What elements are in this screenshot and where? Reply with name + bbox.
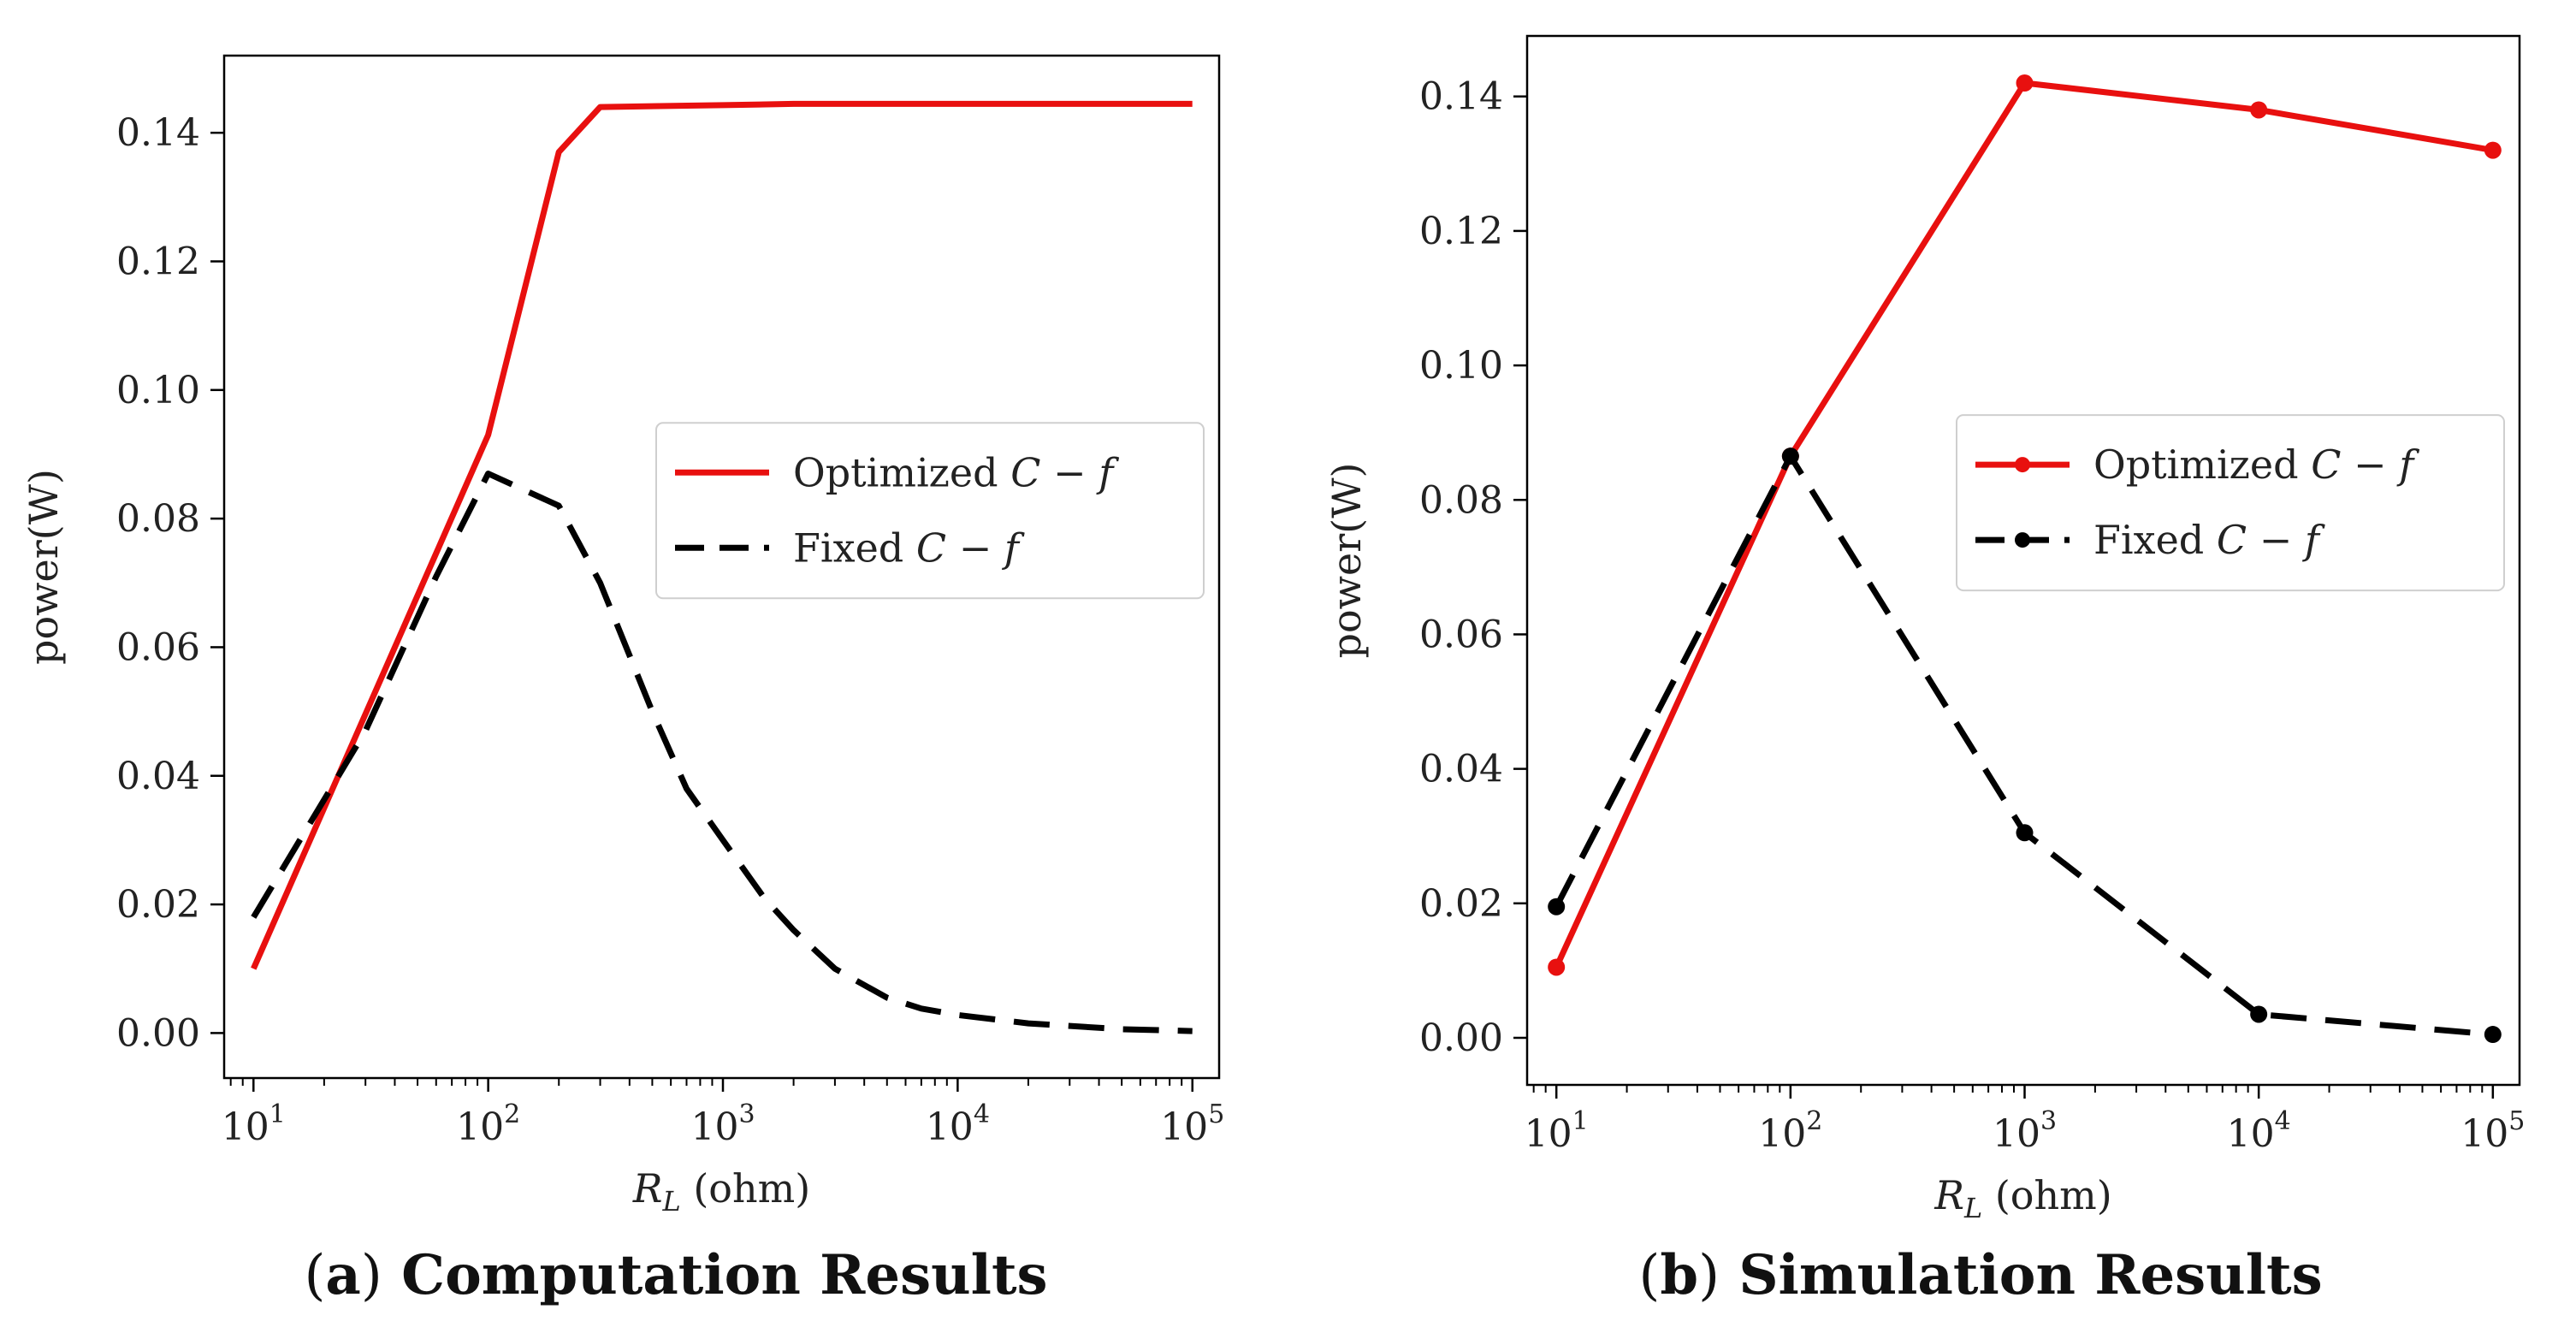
y-tick-label: 0.04: [1419, 748, 1503, 791]
y-tick-label: 0.12: [116, 240, 200, 284]
data-point: [2484, 1026, 2502, 1044]
x-tick-label: 102: [1758, 1106, 1822, 1156]
y-tick-label: 0.08: [116, 497, 200, 541]
x-tick-label: 101: [1525, 1106, 1589, 1156]
x-tick-label: 101: [222, 1099, 286, 1149]
data-point: [1548, 958, 1566, 976]
y-tick-label: 0.04: [116, 755, 200, 798]
x-tick-label: 103: [690, 1099, 755, 1149]
panel-computation-results: 101 102 103 104 105 0.00 0.02 0.04 0.06 0.08 0.10 0…: [21, 54, 1224, 1307]
panel-simulation-results: 101 102 103 104 105 0.00 0.02 0.04 0.06 0.08 0.10 0…: [1324, 34, 2525, 1307]
y-tick-label: 0.00: [1419, 1016, 1503, 1060]
plot-frame: [222, 54, 1221, 1080]
series-line-fixed: [251, 471, 1193, 1034]
legend-label: Optimized C − f: [2093, 441, 2419, 488]
data-point: [2250, 101, 2268, 119]
legend-marker: [2015, 457, 2030, 473]
y-tick-label: 0.12: [1419, 210, 1503, 253]
y-tick-label: 0.10: [1419, 344, 1503, 388]
x-tick-label: 105: [2461, 1106, 2525, 1156]
series-line-optimized: [251, 100, 1193, 970]
legend-label: Optimized C − f: [793, 449, 1119, 495]
data-point: [2016, 74, 2034, 92]
y-tick-label: 0.08: [1419, 478, 1503, 522]
x-axis-label: RL (ohm): [1933, 1172, 2111, 1224]
y-tick-label: 0.06: [116, 625, 200, 669]
data-point: [1781, 447, 1799, 465]
legend-marker: [2015, 532, 2030, 548]
x-tick-label: 103: [1993, 1106, 2057, 1156]
y-tick-label: 0.02: [116, 883, 200, 927]
data-point: [2484, 141, 2502, 159]
y-tick-label: 0.10: [116, 369, 200, 412]
data-point: [2250, 1005, 2268, 1023]
legend: [655, 422, 1205, 600]
y-tick-label: 0.02: [1419, 882, 1503, 926]
legend: [1956, 414, 2505, 592]
x-tick-label: 102: [456, 1099, 520, 1149]
data-point: [1548, 898, 1566, 915]
x-tick-label: 104: [926, 1099, 990, 1149]
data-point: [2016, 824, 2034, 842]
y-tick-label: 0.00: [116, 1011, 200, 1055]
x-tick-label: 105: [1160, 1099, 1224, 1149]
plot-frame: [1525, 34, 2521, 1087]
panel-caption: (b) Simulation Results: [1638, 1243, 2322, 1307]
legend-label: Fixed C − f: [793, 524, 1025, 571]
legend-label: Fixed C − f: [2093, 517, 2325, 563]
x-axis-label: RL (ohm): [632, 1165, 810, 1218]
y-tick-label: 0.14: [116, 111, 200, 155]
y-tick-label: 0.06: [1419, 613, 1503, 656]
x-tick-label: 104: [2227, 1106, 2291, 1156]
y-axis-label: power(W): [21, 469, 67, 665]
panel-caption: (a) Computation Results: [304, 1243, 1047, 1307]
y-tick-label: 0.14: [1419, 75, 1503, 119]
y-axis-label: power(W): [1324, 463, 1370, 659]
